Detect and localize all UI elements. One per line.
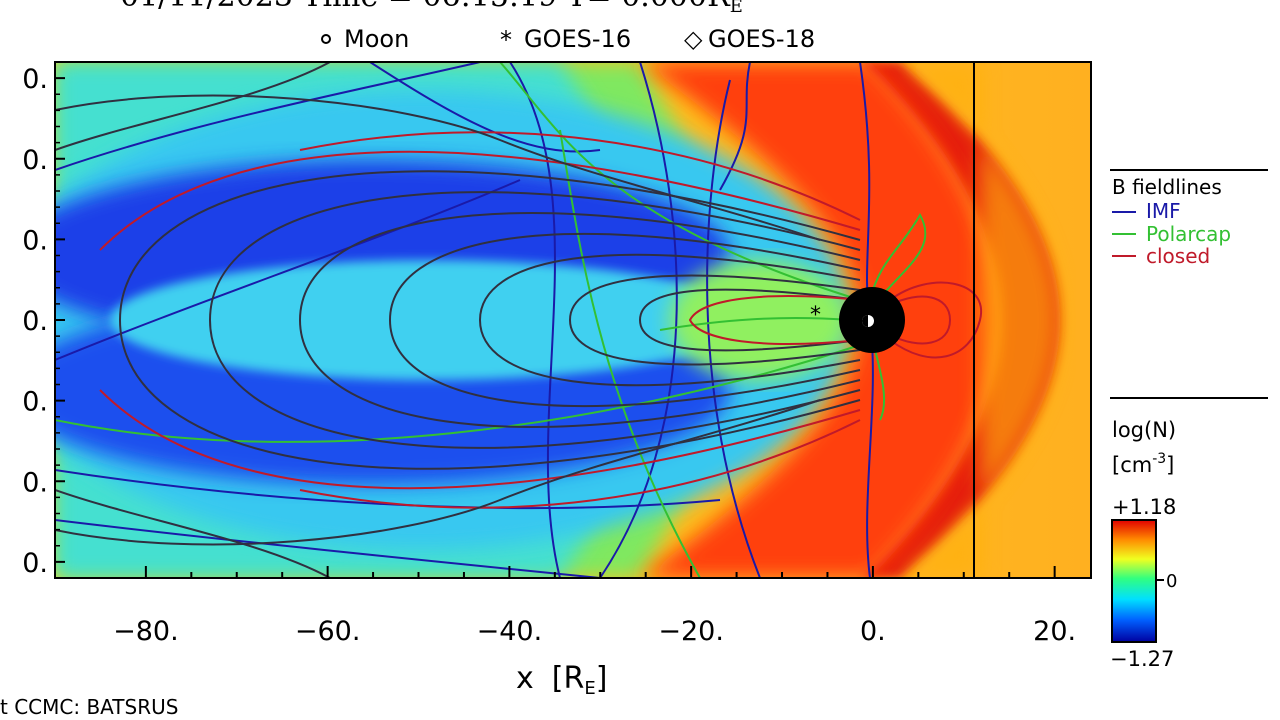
y-tick-label: 0. (22, 387, 48, 418)
colorbar-unit: [cm-3] (1112, 451, 1174, 477)
y-tick-label: 0. (22, 145, 48, 176)
x-axis: −80. −60. −40. −20. 0. 20. (113, 566, 1076, 647)
goes18-marker-icon: ◇ (684, 25, 703, 53)
colorbar-min-label: −1.27 (1110, 647, 1174, 671)
colorbar-mid-label: 0 (1166, 571, 1177, 592)
fieldlines-legend-heading: B fieldlines (1112, 175, 1222, 199)
colorbar: log(N) [cm-3] +1.18 0 −1.27 (1110, 418, 1177, 671)
closed-legend-label: closed (1146, 244, 1210, 268)
credit-text: t CCMC: BATSRUS (0, 695, 178, 719)
goes16-legend-label: GOES-16 (524, 25, 631, 53)
x-tick-label: −20. (658, 616, 724, 647)
markers-legend: Moon * GOES-16 ◇ GOES-18 (321, 25, 815, 54)
imf-legend-label: IMF (1146, 199, 1181, 223)
moon-legend-label: Moon (344, 25, 409, 53)
y-tick-label: 0. (22, 64, 48, 95)
plot-area: * (55, 62, 1091, 578)
y-tick-label: 0. (22, 467, 48, 498)
x-tick-label: 0. (860, 616, 886, 647)
x-tick-label: −80. (113, 616, 179, 647)
colorbar-max-label: +1.18 (1112, 495, 1176, 519)
x-tick-label: −60. (295, 616, 361, 647)
y-axis: 0. 0. 0. 0. 0. 0. 0. (22, 64, 65, 579)
y-tick-label: 0. (22, 548, 48, 579)
x-axis-title: x [RE] (516, 661, 607, 699)
y-tick-label: 0. (22, 225, 48, 256)
fieldlines-legend: B fieldlines IMF Polarcap closed (1110, 169, 1268, 399)
closed-fieldlines (55, 62, 983, 578)
y-tick-label: 0. (22, 306, 48, 337)
polarcap-legend-label: Polarcap (1146, 222, 1231, 246)
moon-marker-icon (321, 34, 331, 44)
colorbar-quantity: log(N) (1112, 418, 1176, 442)
x-tick-label: 20. (1033, 616, 1076, 647)
colorbar-gradient (1111, 519, 1157, 643)
goes18-legend-label: GOES-18 (708, 25, 815, 53)
goes16-position-marker: * (810, 303, 821, 328)
goes16-marker-icon: * (500, 26, 512, 54)
x-tick-label: −40. (477, 616, 543, 647)
plot-title: 01/11/2023 Time = 06:15:19 Y= 0.000RE (120, 0, 743, 17)
